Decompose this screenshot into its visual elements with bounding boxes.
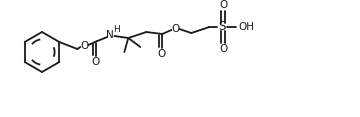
Text: S: S — [219, 20, 226, 33]
Text: N: N — [107, 30, 114, 40]
Text: O: O — [157, 49, 166, 59]
Text: O: O — [91, 57, 99, 67]
Text: O: O — [171, 24, 179, 34]
Text: H: H — [113, 24, 120, 33]
Text: O: O — [219, 44, 228, 54]
Text: O: O — [219, 0, 228, 10]
Text: OH: OH — [238, 22, 254, 32]
Text: O: O — [80, 41, 89, 51]
